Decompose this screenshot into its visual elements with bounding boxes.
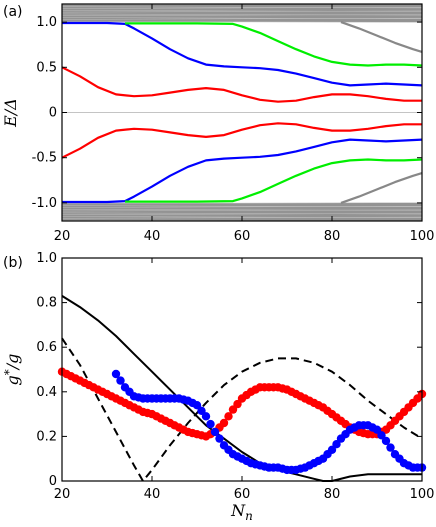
panel-a-x-tick-label: 40 bbox=[144, 229, 161, 244]
energy-level-curve-7 bbox=[340, 172, 423, 204]
panel-b-ticks: 0 0.2 0.4 0.6 0.8 1.0 20 40 60 80 100 20 40 60 80 100 bbox=[36, 229, 434, 502]
x-tick-label: 40 bbox=[144, 487, 161, 502]
panel-a-x-tick-label: 100 bbox=[410, 229, 435, 244]
blue-data-point bbox=[206, 419, 215, 429]
band-line bbox=[61, 20, 423, 23]
y-tick-label: 0.4 bbox=[36, 385, 57, 400]
band-line bbox=[61, 10, 423, 13]
blue-data-point bbox=[377, 431, 386, 440]
panel-b-y-axis-label: g*/g bbox=[2, 354, 22, 386]
band-line bbox=[61, 202, 423, 205]
x-tick-label: 20 bbox=[54, 487, 71, 502]
y-tick-label: 0.2 bbox=[36, 429, 57, 444]
panel-b-label: (b) bbox=[3, 255, 23, 271]
solid-theory-curve bbox=[61, 295, 422, 482]
panel-a-x-tick-label: 20 bbox=[54, 229, 71, 244]
blue-data-point bbox=[192, 401, 202, 410]
energy-level-curve-5 bbox=[125, 158, 423, 203]
red-data-point bbox=[233, 399, 242, 409]
data-points bbox=[57, 367, 427, 475]
x-tick-label: 100 bbox=[410, 487, 435, 502]
red-data-point bbox=[219, 418, 229, 428]
x-tick-label: 80 bbox=[324, 487, 341, 502]
y-tick-label: -0.5 bbox=[32, 151, 57, 166]
energy-level-curve-6 bbox=[340, 21, 423, 53]
blue-data-point bbox=[210, 427, 220, 437]
panel-a-y-axis-label: E/Δ bbox=[1, 98, 20, 128]
energy-levels bbox=[61, 21, 423, 204]
blue-data-point bbox=[381, 436, 391, 446]
y-tick-label: 1.0 bbox=[36, 251, 57, 266]
band-line bbox=[61, 17, 423, 20]
band-line bbox=[61, 209, 423, 212]
blue-data-point bbox=[215, 434, 224, 443]
blue-data-point bbox=[332, 440, 341, 449]
y-tick-label: 0.6 bbox=[36, 340, 57, 355]
blue-data-point bbox=[386, 443, 395, 452]
energy-level-curve-4 bbox=[125, 22, 423, 67]
blue-data-point bbox=[201, 412, 211, 421]
y-tick-label: 0.5 bbox=[36, 60, 57, 75]
panel-a-x-tick-label: 80 bbox=[324, 229, 341, 244]
blue-data-point bbox=[327, 445, 337, 454]
theory-curves bbox=[61, 295, 423, 482]
blue-data-point bbox=[116, 376, 125, 385]
panel-a-x-tick-label: 60 bbox=[234, 229, 251, 244]
red-data-point bbox=[224, 412, 233, 421]
x-tick-label: 60 bbox=[234, 487, 251, 502]
y-tick-label: 0 bbox=[49, 474, 57, 489]
blue-data-point bbox=[372, 425, 382, 434]
panel-b-x-axis-label: Nn bbox=[230, 501, 253, 523]
energy-level-curve-1 bbox=[61, 122, 422, 159]
blue-data-point bbox=[111, 369, 121, 379]
energy-level-curve-3 bbox=[62, 138, 423, 204]
panel-a-label: (a) bbox=[3, 4, 23, 20]
dashed-theory-curve bbox=[61, 337, 423, 482]
band-line bbox=[61, 205, 423, 208]
panel-b: (b) 0 0.2 0.4 0.6 0.8 1.0 20 40 60 80 100 20 40 60 80 1… bbox=[2, 229, 434, 523]
band-line bbox=[61, 14, 423, 17]
y-tick-label: 1.0 bbox=[36, 15, 57, 30]
y-tick-label: -1.0 bbox=[32, 196, 57, 211]
energy-level-curve-0 bbox=[61, 66, 422, 103]
panel-a: (a) 1.0 0.5 0 -0.5 -1.0 E/Δ bbox=[1, 3, 423, 222]
band-line bbox=[61, 213, 423, 215]
panel-b-frame bbox=[61, 257, 423, 482]
y-tick-label: 0 bbox=[49, 106, 57, 121]
panel-a-ticks: 1.0 0.5 0 -0.5 -1.0 bbox=[32, 4, 423, 221]
energy-level-curve-2 bbox=[62, 21, 423, 87]
y-tick-label: 0.8 bbox=[36, 296, 57, 311]
